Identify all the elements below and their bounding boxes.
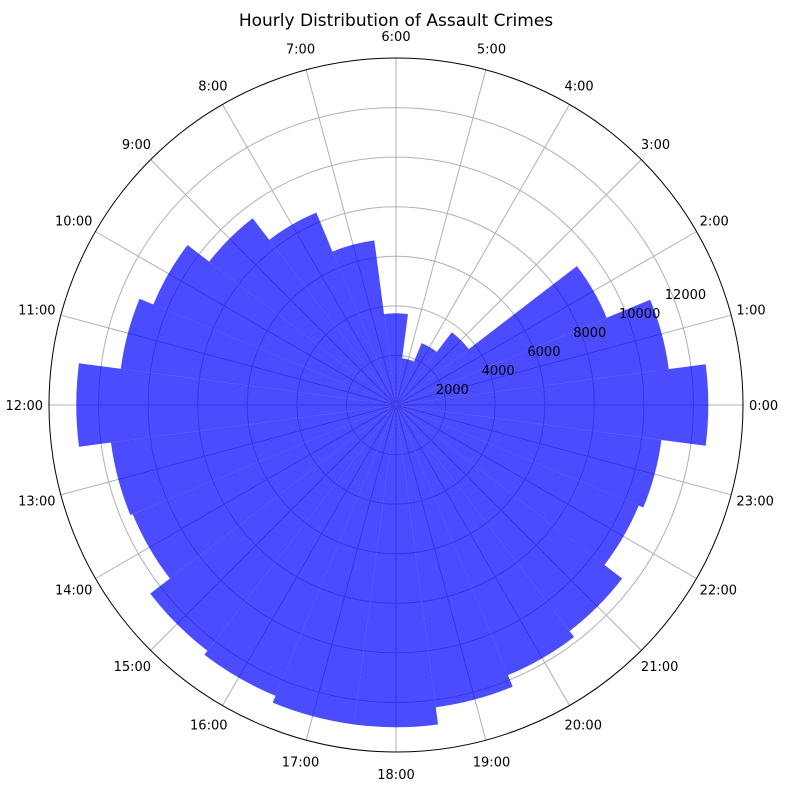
angle-tick-label: 20:00: [565, 719, 602, 734]
angle-tick-label: 8:00: [198, 79, 227, 94]
polar-frame: [48, 57, 744, 753]
radial-tick-label: 10000: [619, 307, 660, 322]
bar-4:00: [396, 343, 437, 405]
radial-tick-label: 4000: [482, 364, 515, 379]
angle-tick-label: 1:00: [736, 303, 765, 318]
bar-17:00: [272, 405, 396, 725]
bar-11:00: [120, 298, 397, 405]
angle-tick-label: 7:00: [286, 43, 315, 58]
angle-tick-label: 16:00: [190, 719, 227, 734]
angle-tick-label: 22:00: [700, 584, 737, 599]
angle-tick-label: 11:00: [18, 303, 55, 318]
angle-tick-label: 12:00: [6, 399, 43, 414]
bar-16:00: [204, 405, 396, 696]
bar-20:00: [396, 405, 575, 676]
bar-15:00: [150, 405, 396, 651]
bar-3:00: [396, 332, 469, 405]
bar-7:00: [332, 240, 396, 405]
angle-tick-label: 0:00: [749, 399, 778, 414]
bar-14:00: [132, 405, 397, 579]
axis: 0:00 1:00 2:00 3:00 4:00 5:00 6:00 7:00 8:00 9:00…: [6, 30, 779, 783]
bar-13:00: [110, 405, 397, 516]
angle-tick-label: 3:00: [641, 138, 670, 153]
bar-21:00: [396, 405, 623, 632]
bar-6:00: [384, 313, 408, 405]
radial-tick-label: 8000: [573, 326, 606, 341]
angle-tick-label: 14:00: [55, 584, 92, 599]
radial-tick-label: 12000: [665, 288, 706, 303]
angle-tick-label: 21:00: [641, 660, 678, 675]
bars: [76, 212, 709, 728]
angle-tick-label: 5:00: [477, 43, 506, 58]
bar-8:00: [269, 212, 396, 405]
chart-title: Hourly Distribution of Assault Crimes: [239, 11, 553, 31]
bar-10:00: [153, 245, 396, 405]
angle-tick-label: 6:00: [381, 30, 410, 45]
angle-tick-label: 23:00: [736, 495, 773, 510]
angle-tick-label: 15:00: [114, 660, 151, 675]
bar-1:00: [396, 299, 669, 405]
radial-tick-label: 6000: [527, 345, 560, 360]
bar-12:00: [76, 363, 397, 447]
bar-18:00: [353, 405, 439, 728]
angle-tick-label: 19:00: [473, 755, 510, 770]
angle-tick-label: 2:00: [700, 215, 729, 230]
angle-tick-label: 4:00: [565, 79, 594, 94]
bar-9:00: [209, 218, 396, 405]
angle-tick-label: 18:00: [377, 768, 414, 783]
angle-tick-label: 17:00: [282, 755, 319, 770]
bar-19:00: [396, 405, 513, 708]
bar-22:00: [396, 405, 639, 565]
angle-tick-label: 13:00: [18, 495, 55, 510]
angle-tick-label: 9:00: [122, 138, 151, 153]
bar-0:00: [396, 364, 709, 446]
bar-5:00: [396, 358, 415, 405]
angular-gridline-5: [395, 69, 487, 406]
bar-2:00: [396, 266, 607, 405]
angle-tick-label: 10:00: [55, 215, 92, 230]
bar-23:00: [396, 405, 662, 508]
radial-tick-label: 2000: [436, 383, 469, 398]
